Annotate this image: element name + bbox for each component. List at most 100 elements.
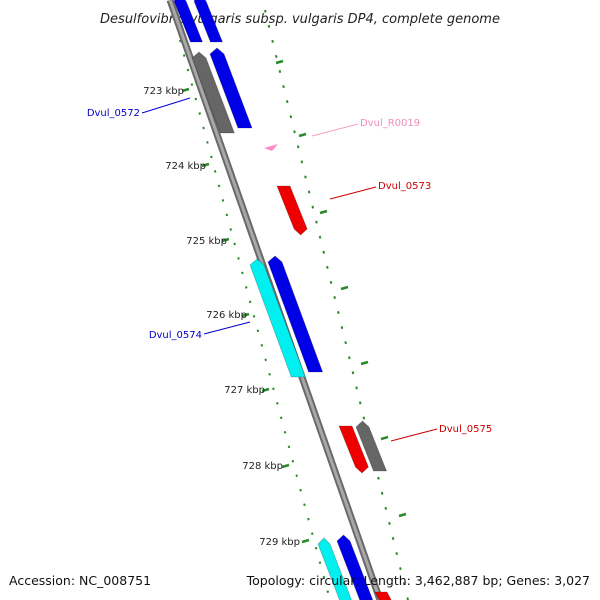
gene-label-dvul-0572[interactable]: Dvul_0572 (87, 108, 140, 119)
outer-guide-dot (296, 145, 300, 149)
outer-guide-dot (388, 521, 391, 525)
outer-guide-dot (340, 326, 344, 330)
gene-feature-gray-0572[interactable] (191, 51, 235, 134)
outer-guide-dot (322, 250, 326, 254)
major-tick (301, 538, 310, 544)
inner-guide-dot (248, 300, 252, 304)
inner-guide-dot (225, 213, 229, 217)
major-tick (360, 360, 369, 366)
inner-guide-dot (179, 39, 182, 43)
outer-guide-dot (271, 39, 274, 43)
gene-feature-gray-0575[interactable] (355, 420, 388, 472)
major-tick (261, 387, 270, 393)
outer-guide-dot (377, 476, 380, 480)
tick-label-728: 728 kbp (242, 461, 283, 472)
outer-guide-dot (384, 506, 388, 510)
gene-feature-top-right[interactable] (193, 0, 224, 43)
major-tick (221, 237, 230, 243)
outer-guide-dot (358, 401, 362, 405)
outer-guide-dot (311, 205, 315, 209)
gene-feature-top-left[interactable] (173, 0, 204, 43)
outer-guide-dot (326, 265, 329, 269)
inner-guide-dot (241, 271, 244, 275)
tick-label-724: 724 kbp (165, 161, 206, 172)
gene-feature-dvul-0575[interactable] (338, 425, 369, 474)
leader-line-0575 (390, 428, 438, 442)
outer-guide-dot (329, 280, 333, 284)
gene-feature-dvul-0572[interactable] (209, 47, 253, 129)
inner-guide-dot (256, 329, 260, 333)
inner-guide-dot (272, 387, 275, 391)
inner-guide-dot (318, 561, 322, 564)
gene-feature-cyan-0574[interactable] (249, 258, 306, 378)
major-tick (398, 512, 407, 518)
inner-guide-dot (279, 416, 283, 420)
track-guides (179, 9, 409, 600)
inner-guide-dot (295, 474, 298, 478)
inner-guide-dot (276, 401, 279, 405)
outer-guide-dot (293, 130, 296, 134)
gene-feature-bottom-cyan[interactable] (317, 537, 353, 600)
inner-guide-dot (190, 83, 194, 86)
inner-guide-dot (307, 517, 310, 521)
inner-guide-dot (260, 344, 264, 347)
inner-guide-dot (237, 257, 240, 260)
leader-line-0572 (141, 97, 191, 114)
leader-line-0573 (329, 186, 377, 200)
tick-label-725: 725 kbp (186, 236, 227, 247)
inner-guide-dot (326, 590, 330, 593)
inner-guide-dot (217, 184, 221, 188)
inner-guide-dot (322, 575, 326, 579)
major-tick (340, 285, 349, 291)
outer-guide-dot (267, 24, 271, 28)
outer-guide-dot (264, 9, 267, 13)
major-tick (241, 312, 250, 318)
outer-guide-dot (362, 416, 366, 420)
inner-guide-dot (229, 228, 232, 231)
gene-feature-bottom-red[interactable] (374, 591, 393, 600)
gene-feature-dvul-0574[interactable] (267, 255, 324, 373)
outer-guide-dot (380, 491, 384, 495)
outer-guide-dot (355, 386, 358, 390)
gene-label-dvul-r0019[interactable]: Dvul_R0019 (360, 118, 420, 129)
gene-label-dvul-0574[interactable]: Dvul_0574 (149, 330, 202, 341)
gene-feature-bottom-blue[interactable] (336, 534, 374, 600)
leader-line-0574 (203, 321, 251, 335)
outer-guide-dot (300, 160, 304, 164)
inner-guide-dot (287, 445, 291, 449)
tick-label-729: 729 kbp (259, 537, 300, 548)
major-tick (201, 162, 210, 168)
gene-feature-dvul-r0019[interactable] (264, 144, 278, 151)
inner-guide-dot (198, 112, 201, 115)
inner-guide-dot (314, 546, 318, 550)
inner-guide-dot (299, 488, 302, 492)
outer-guide-dot (399, 567, 402, 571)
outer-guide-dot (351, 371, 355, 375)
outer-guide-dot (285, 100, 289, 104)
gene-label-dvul-0573[interactable]: Dvul_0573 (378, 181, 431, 192)
gene-label-dvul-0575[interactable]: Dvul_0575 (439, 424, 492, 435)
inner-guide-dot (213, 170, 217, 173)
inner-guide-dot (186, 68, 190, 72)
accession-text: Accession: NC_008751 (9, 573, 151, 588)
inner-guide-dot (252, 315, 256, 318)
gene-labels: Dvul_0572 Dvul_R0019 Dvul_0573 Dvul_0574… (87, 97, 492, 442)
outer-guide-dot (304, 175, 307, 179)
leader-line-r0019 (311, 123, 359, 137)
inner-guide-dot (310, 532, 314, 536)
inner-guide-dot (182, 54, 186, 57)
tick-label-723: 723 kbp (143, 86, 184, 97)
tick-labels: 723 kbp 724 kbp 725 kbp 726 kbp 727 kbp … (143, 86, 300, 548)
inner-guide-dot (210, 155, 213, 159)
major-tick (380, 435, 389, 441)
outer-guide-dot (348, 356, 351, 360)
outer-guide-dot (307, 190, 311, 194)
major-tick (298, 132, 307, 138)
map-title: Desulfovibrio vulgaris subsp. vulgaris D… (100, 12, 500, 27)
gene-feature-dvul-0573[interactable] (276, 185, 308, 236)
outer-guide-dot (391, 536, 395, 540)
inner-guide-dot (233, 242, 236, 246)
major-tick (319, 209, 328, 215)
